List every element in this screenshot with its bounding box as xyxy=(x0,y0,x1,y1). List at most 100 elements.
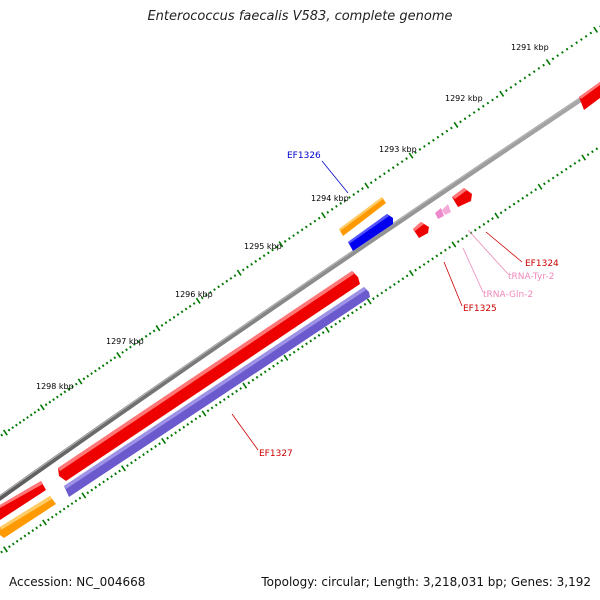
ruler-minor-tick xyxy=(512,202,516,206)
ruler-minor-tick xyxy=(94,369,97,373)
gene-ef1325[interactable] xyxy=(413,222,429,238)
ruler-minor-tick xyxy=(142,453,145,457)
ruler-minor-tick xyxy=(509,85,513,89)
ruler-major-tick xyxy=(408,269,414,277)
ruler-minor-tick xyxy=(94,485,98,489)
ruler-minor-tick xyxy=(154,444,157,448)
ruler-minor-tick xyxy=(8,545,11,549)
ruler-label-1294: 1294 kbp xyxy=(311,194,349,203)
ruler-minor-tick xyxy=(575,41,578,45)
ruler-minor-tick xyxy=(478,225,481,229)
ruler-minor-tick xyxy=(106,477,109,481)
ruler-minor-tick xyxy=(477,107,481,111)
cds-reverse-long[interactable] xyxy=(64,287,370,497)
ruler-minor-tick xyxy=(330,325,333,329)
ruler-label-1292: 1292 kbp xyxy=(445,94,483,103)
ruler-minor-tick xyxy=(486,220,490,223)
ruler-minor-tick xyxy=(537,67,541,70)
gene-ef1326[interactable] xyxy=(348,214,393,251)
callout-trna-tyr xyxy=(467,229,509,275)
ruler-minor-tick xyxy=(530,191,533,194)
orange-feature-2[interactable] xyxy=(0,496,56,538)
ruler-minor-tick xyxy=(401,277,405,281)
ruler-minor-tick xyxy=(206,409,210,413)
label-trna-gln-2: tRNA-Gln-2 xyxy=(483,290,533,300)
ruler-minor-tick xyxy=(556,54,560,57)
ruler-minor-tick xyxy=(359,305,363,309)
callout-ef1324 xyxy=(485,231,523,263)
ruler-minor-tick xyxy=(19,537,23,541)
ruler-minor-tick xyxy=(543,182,546,186)
ruler-minor-tick xyxy=(152,329,156,333)
ruler-minor-tick xyxy=(504,89,508,93)
ruler-minor-tick xyxy=(534,188,538,191)
callout-ef1327 xyxy=(231,413,259,451)
gene-ef1327[interactable] xyxy=(58,271,360,481)
ruler-minor-tick xyxy=(235,389,238,393)
ruler-major-tick xyxy=(121,465,126,472)
ruler-major-tick xyxy=(278,241,284,248)
ruler-minor-tick xyxy=(468,114,471,117)
ruler-minor-tick xyxy=(276,362,279,365)
ruler-minor-tick xyxy=(338,319,342,323)
ruler-minor-tick xyxy=(560,170,564,174)
ruler-minor-tick xyxy=(431,257,434,261)
ruler-minor-tick xyxy=(346,314,350,317)
label-ef1324: EF1324 xyxy=(525,259,559,269)
ruler-minor-tick xyxy=(168,318,172,322)
ruler-minor-tick xyxy=(292,350,296,354)
cds-left-edge[interactable] xyxy=(0,481,46,520)
ruler-minor-tick xyxy=(288,353,292,357)
orange-feature-1[interactable] xyxy=(339,197,386,236)
ruler-major-tick xyxy=(39,404,45,411)
ruler-minor-tick xyxy=(275,245,279,249)
ruler-minor-tick xyxy=(227,395,230,399)
ruler-minor-tick xyxy=(11,426,15,429)
ruler-minor-tick xyxy=(174,431,178,435)
ruler-minor-tick xyxy=(504,208,507,212)
cds-right-edge[interactable] xyxy=(579,82,600,110)
ruler-minor-tick xyxy=(439,251,443,255)
ruler-minor-tick xyxy=(160,324,164,327)
ruler-minor-tick xyxy=(247,381,251,385)
ruler-minor-tick xyxy=(70,502,74,505)
ruler-minor-tick xyxy=(222,398,226,401)
ruler-minor-tick xyxy=(90,488,94,492)
ruler-minor-tick xyxy=(369,181,373,185)
ruler-minor-tick xyxy=(136,340,140,344)
ruler-minor-tick xyxy=(184,307,188,311)
ruler-minor-tick xyxy=(209,291,212,294)
ruler-minor-tick xyxy=(22,418,26,422)
map-title: Enterococcus faecalis V583, complete gen… xyxy=(147,9,453,24)
ruler-minor-tick xyxy=(258,257,262,261)
ruler-minor-tick xyxy=(134,458,137,462)
ruler-minor-tick xyxy=(146,450,149,454)
ruler-minor-tick xyxy=(551,176,555,180)
ruler-minor-tick xyxy=(144,334,148,338)
ruler-minor-tick xyxy=(129,345,132,349)
ruler-label-1295: 1295 kbp xyxy=(244,242,282,251)
ruler-major-tick xyxy=(366,298,372,305)
ruler-minor-tick xyxy=(0,550,3,554)
ruler-major-tick xyxy=(453,121,459,128)
ruler-minor-tick xyxy=(547,179,551,183)
ruler-minor-tick xyxy=(110,475,113,478)
ruler-minor-tick xyxy=(380,291,384,295)
ruler-minor-tick xyxy=(214,403,218,407)
ruler-major-tick xyxy=(116,351,122,359)
ruler-label-1297: 1297 kbp xyxy=(106,337,144,346)
ruler-minor-tick xyxy=(305,342,308,346)
ruler-minor-tick xyxy=(266,251,270,255)
trna-marks[interactable] xyxy=(435,204,451,219)
ruler-minor-tick xyxy=(268,367,271,371)
ruler-minor-tick xyxy=(229,277,233,280)
ruler-minor-tick xyxy=(170,434,173,437)
ruler-label-1291: 1291 kbp xyxy=(511,43,549,52)
ruler-major-tick xyxy=(581,154,587,161)
ruler-minor-tick xyxy=(579,38,583,41)
ruler-minor-tick xyxy=(351,311,354,315)
ruler-minor-tick xyxy=(239,387,243,390)
ruler-minor-tick xyxy=(140,337,144,341)
gene-ef1324[interactable] xyxy=(452,188,472,207)
